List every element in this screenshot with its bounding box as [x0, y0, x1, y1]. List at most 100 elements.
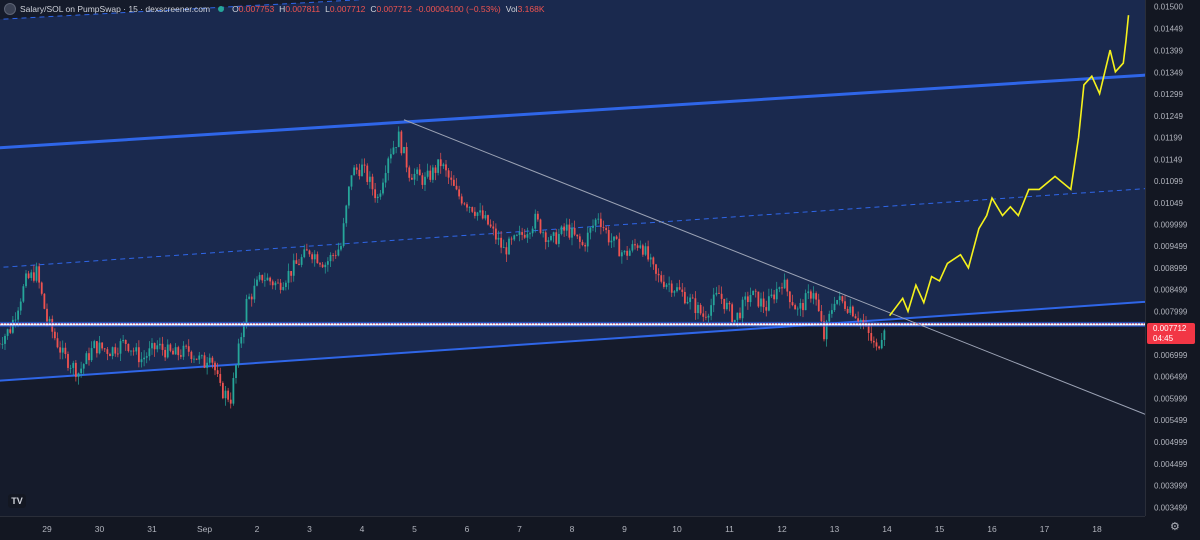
candle [256, 276, 258, 287]
candle [219, 367, 222, 387]
candle-body [576, 234, 579, 237]
candle-body [565, 224, 568, 231]
volume-value: 3.168K [517, 4, 545, 14]
candle-body [718, 292, 720, 294]
candle-body [568, 224, 571, 238]
candle-body [689, 297, 692, 302]
candle-body [854, 316, 857, 319]
candle-body [786, 279, 789, 292]
time-axis[interactable]: 29 30 31 Sep 2 3 4 5 6 7 8 9 10 11 12 13 14 15 16 17 18 [0, 516, 1145, 540]
candle [634, 238, 636, 250]
price-axis[interactable]: 0.01500 0.01449 0.01399 0.01349 0.01299 0.012… [1145, 0, 1200, 516]
candle-body [531, 228, 534, 234]
candle [560, 225, 563, 236]
candle [137, 340, 140, 368]
chart-legend: Salary/SOL on PumpSwap · 15 · dexscreene… [4, 3, 545, 15]
candle [639, 240, 642, 250]
candle [172, 348, 174, 355]
time-tick-label: 4 [360, 524, 365, 534]
candle [271, 279, 274, 290]
candle-body [130, 350, 132, 352]
candle [208, 353, 211, 365]
candle-body [227, 390, 230, 400]
candle [557, 228, 560, 248]
candle [626, 245, 629, 261]
price-tick-label: 0.009499 [1154, 242, 1188, 251]
price-tick-label: 0.01249 [1154, 112, 1183, 121]
candle-body [400, 131, 403, 154]
candle [794, 303, 797, 310]
candle [261, 274, 264, 284]
candle [282, 282, 285, 291]
candle [269, 276, 272, 286]
candle-body [397, 131, 400, 148]
candle [40, 281, 43, 296]
candle-body [521, 232, 524, 235]
candle [473, 207, 476, 219]
candle [421, 172, 424, 189]
chart-area[interactable]: Salary/SOL on PumpSwap · 15 · dexscreene… [0, 0, 1145, 516]
price-chart[interactable] [0, 0, 1145, 516]
time-tick-label: 15 [935, 524, 945, 534]
candle-body [589, 227, 592, 233]
candle [712, 287, 715, 313]
candle [571, 222, 573, 246]
candle-body [875, 342, 878, 347]
gear-icon[interactable]: ⚙ [1170, 521, 1180, 533]
price-tick-label: 0.003999 [1154, 482, 1188, 491]
candle [431, 164, 434, 183]
candle [313, 250, 316, 267]
candle [64, 342, 67, 359]
candle-body [332, 255, 335, 256]
tradingview-logo[interactable]: TV [8, 494, 26, 508]
candle-body [368, 176, 371, 182]
candle [489, 219, 492, 229]
candle [812, 286, 815, 305]
candle-body [458, 189, 461, 197]
low-label: L [325, 4, 330, 14]
time-tick-label: 14 [882, 524, 892, 534]
candle [841, 295, 844, 304]
candle [151, 338, 153, 355]
candle [434, 165, 437, 181]
candle [649, 253, 652, 268]
candle-body [618, 238, 621, 257]
candle [25, 269, 27, 289]
candle-body [1, 343, 4, 345]
candle [303, 244, 306, 259]
candle [718, 285, 720, 294]
candle-body [744, 296, 747, 300]
candle-body [636, 245, 639, 248]
price-tick-label: 0.01500 [1154, 3, 1183, 12]
candle [531, 226, 534, 237]
candle [760, 292, 762, 312]
candle [158, 337, 161, 350]
candle-body [67, 354, 69, 368]
close-label: C [370, 4, 377, 14]
candle [416, 167, 419, 181]
candle-body [720, 293, 723, 299]
candle-body [211, 357, 214, 363]
candle [752, 290, 755, 296]
candle-body [135, 347, 138, 352]
candle [699, 303, 702, 316]
candle [744, 292, 747, 307]
candle [796, 306, 799, 316]
candle-body [361, 164, 363, 177]
candle [647, 240, 650, 262]
candle [337, 242, 340, 257]
candle-body [641, 245, 644, 255]
time-tick-label: 7 [517, 524, 522, 534]
candle [526, 227, 529, 243]
candle-body [466, 204, 468, 208]
candle-body [631, 244, 634, 251]
candle-body [691, 297, 694, 299]
time-tick-label: 5 [412, 524, 417, 534]
candle-body [733, 319, 736, 323]
candle-body [405, 146, 408, 168]
candle-body [46, 308, 48, 322]
candle-body [862, 319, 865, 324]
candle [510, 236, 513, 245]
candle [697, 301, 699, 320]
candle-body [513, 235, 516, 240]
